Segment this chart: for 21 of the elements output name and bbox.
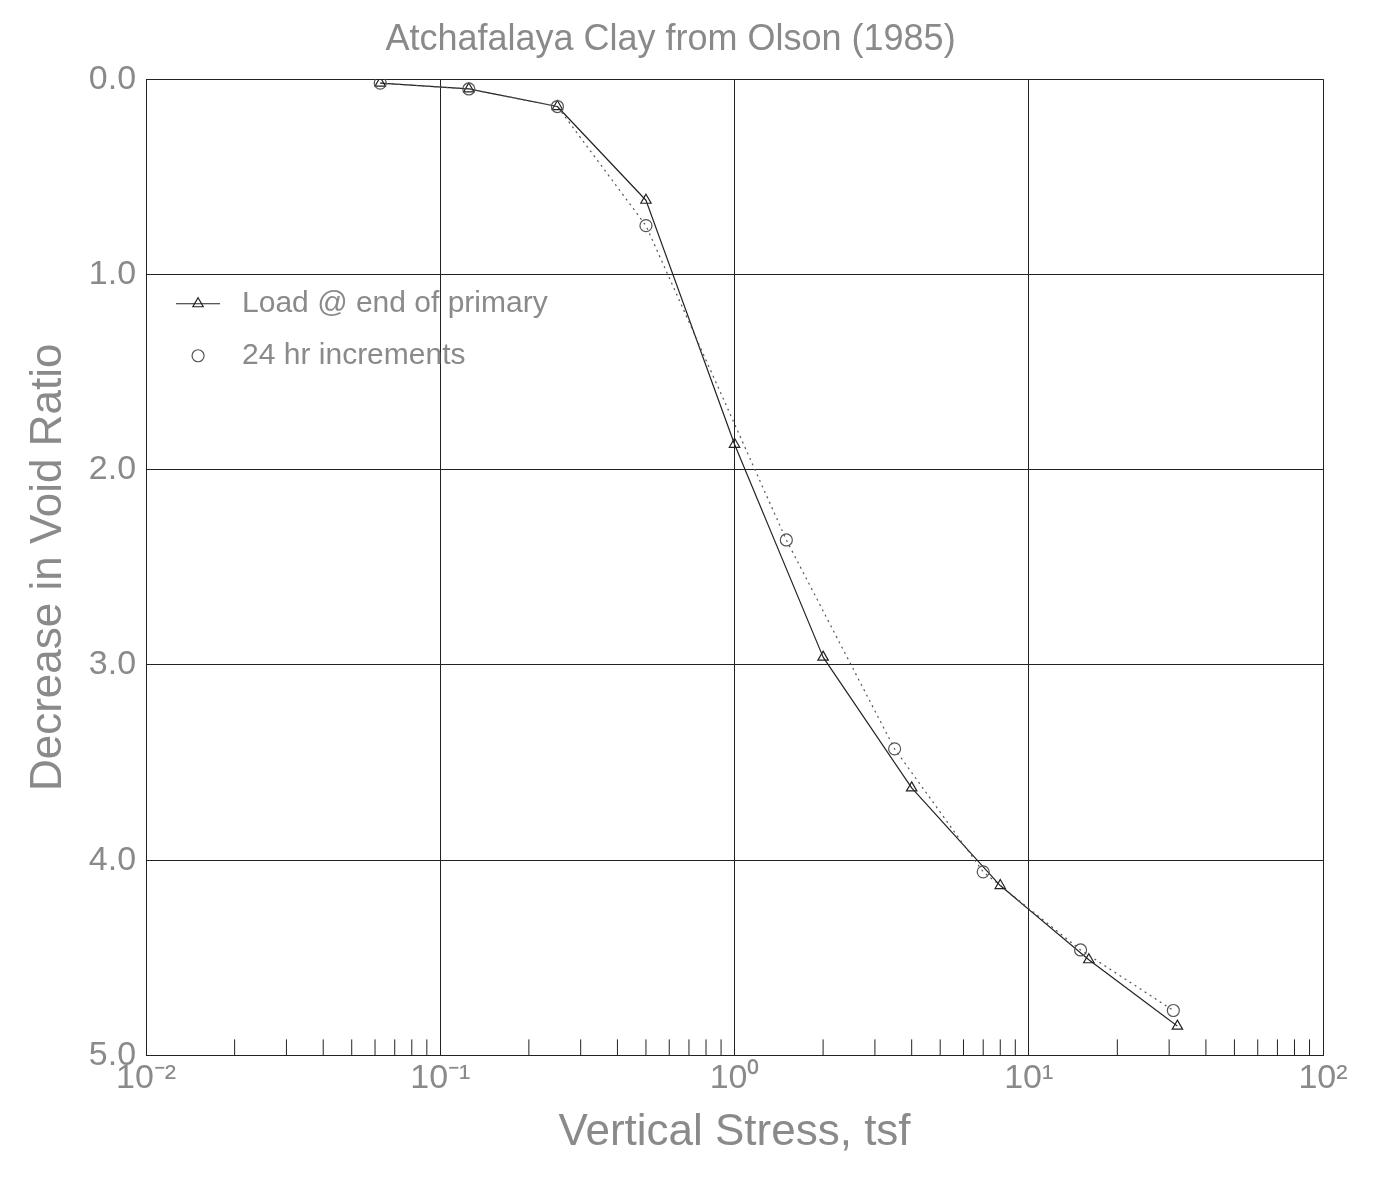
y-tick-label: 4.0: [88, 838, 137, 877]
point: [639, 219, 653, 233]
x-tick-label: 10⁻¹: [410, 1057, 471, 1096]
y-tick-label: 1.0: [88, 252, 137, 291]
point: [640, 193, 652, 204]
point: [905, 781, 918, 792]
y-tick-label: 2.0: [88, 448, 137, 487]
y-axis-title: Decrease in Void Ratio: [20, 343, 70, 792]
x-tick-label: 10⁰: [709, 1057, 760, 1096]
point: [817, 650, 829, 661]
point: [1083, 953, 1095, 964]
point: [994, 878, 1007, 890]
chart-title: Atchafalaya Clay from Olson (1985): [385, 16, 956, 58]
x-tick-label: 10²: [1298, 1057, 1348, 1096]
legend-label: Load @ end of primary: [242, 284, 548, 318]
point: [728, 437, 741, 448]
point: [1171, 1019, 1184, 1030]
y-tick-label: 0.0: [88, 57, 137, 96]
x-axis-title: Vertical Stress, tsf: [558, 1104, 912, 1154]
x-tick-label: 10¹: [1004, 1057, 1054, 1096]
y-tick-label: 3.0: [88, 643, 137, 682]
